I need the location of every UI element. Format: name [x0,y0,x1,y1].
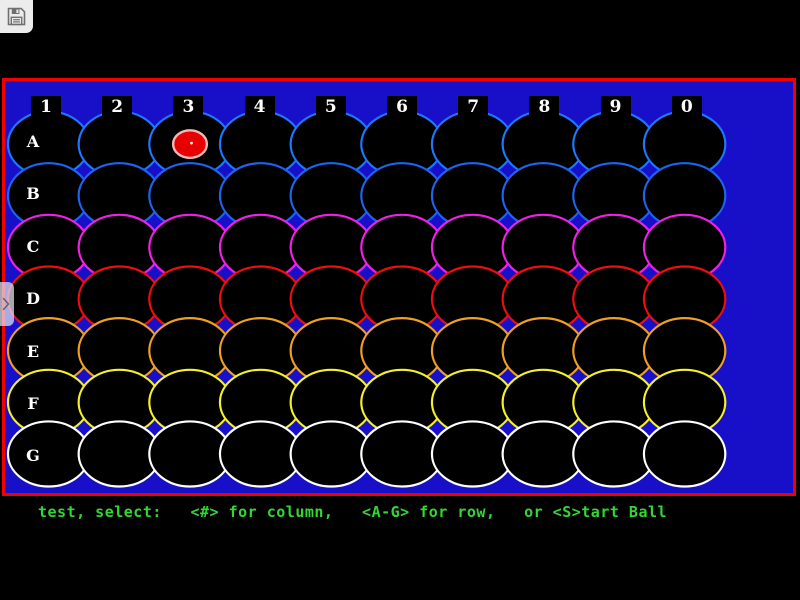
board-cell[interactable] [430,420,515,488]
row-header-A[interactable]: A [22,130,44,154]
floppy-disk-icon [7,7,26,26]
row-header-C[interactable]: C [22,234,44,259]
board-cell[interactable] [218,420,303,488]
column-header-6[interactable]: 6 [387,96,417,118]
board-cell[interactable] [501,420,586,488]
row-header-F[interactable]: F [22,392,44,416]
column-header-2[interactable]: 2 [102,96,133,118]
board-cell[interactable] [572,420,656,488]
board-cell[interactable] [360,420,444,488]
row-header-E[interactable]: E [22,339,44,364]
column-header-1[interactable]: 1 [31,96,61,118]
status-bar: test, select: <#> for column, <A-G> for … [0,500,800,524]
ball-highlight [190,141,193,145]
row-header-D[interactable]: D [22,287,44,312]
save-button[interactable] [0,0,33,33]
board-grid[interactable] [5,81,793,493]
row-header-G[interactable]: G [22,444,44,469]
ball[interactable] [171,129,209,160]
column-header-9[interactable]: 9 [600,96,631,118]
chevron-right-icon [2,297,10,311]
row-header-B[interactable]: B [22,182,44,207]
column-header-0[interactable]: 0 [671,96,702,118]
playfield[interactable] [2,78,796,496]
board-cell[interactable] [289,420,374,488]
column-header-5[interactable]: 5 [315,96,346,118]
board-cell[interactable] [6,420,91,488]
column-header-8[interactable]: 8 [529,96,560,118]
board-cell[interactable] [77,420,162,488]
column-header-7[interactable]: 7 [458,96,489,118]
board-cell[interactable] [642,420,727,488]
board-cell[interactable] [148,420,232,488]
side-panel-handle[interactable] [0,282,14,326]
column-header-4[interactable]: 4 [244,96,275,118]
column-header-3[interactable]: 3 [173,96,204,118]
